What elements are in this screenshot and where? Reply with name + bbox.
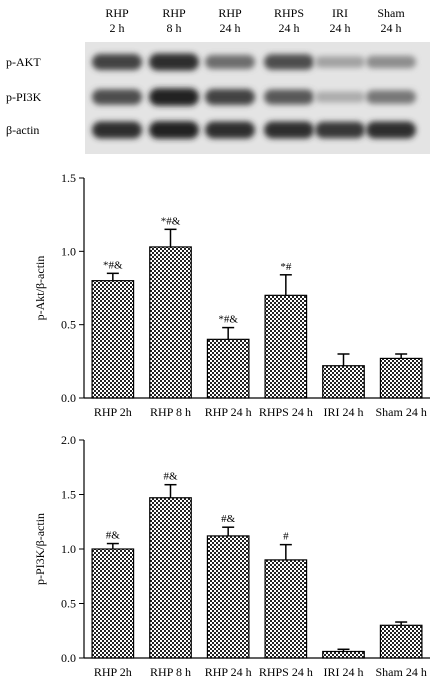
blot-lane-label-line2: 2 h [110, 21, 125, 35]
y-tick-label: 1.0 [61, 244, 76, 258]
blot-band [315, 56, 365, 68]
blot-lane-label-line1: Sham [377, 6, 405, 20]
y-tick-label: 1.5 [61, 488, 76, 502]
blot-band [149, 88, 199, 106]
blot-band [205, 121, 255, 139]
blot-lane-label-line2: 24 h [220, 21, 241, 35]
y-axis-label: p-PI3K/β-actin [33, 513, 47, 585]
significance-label: #& [163, 471, 178, 483]
bar [206, 535, 250, 659]
significance-label: *# [280, 261, 292, 273]
significance-label: #& [221, 513, 236, 525]
bar [322, 650, 365, 659]
blot-lane-label-line1: IRI [332, 6, 348, 20]
blot-band [92, 89, 142, 105]
x-tick-label: Sham 24 h [375, 665, 426, 679]
y-tick-label: 1.0 [61, 542, 76, 556]
x-tick-label: IRI 24 h [324, 665, 364, 679]
p-akt-bar-chart: 0.0 0.5 1.0 1.5 p-Akt/β-actin *#& RHP 2h *#& RHP… [33, 171, 430, 419]
y-tick-label: 2.0 [61, 433, 76, 447]
x-tick-label: RHP 24 h [205, 665, 252, 679]
x-tick-label: RHPS 24 h [259, 665, 313, 679]
blot-band [315, 121, 365, 139]
bar [379, 624, 423, 659]
blot-band [315, 91, 365, 103]
x-tick-label: Sham 24 h [375, 405, 426, 419]
bar [379, 357, 423, 399]
bar [206, 338, 250, 399]
bar [322, 365, 365, 399]
y-tick-label: 0.0 [61, 391, 76, 405]
x-tick-label: RHP 24 h [205, 405, 252, 419]
bar [91, 548, 135, 659]
y-tick-label: 0.5 [61, 597, 76, 611]
blot-band [205, 55, 255, 69]
y-tick-label: 0.5 [61, 318, 76, 332]
blot-band [205, 89, 255, 105]
blot-lane-label-line1: RHP [105, 6, 129, 20]
bar [264, 294, 308, 399]
x-tick-label: RHP 8 h [150, 665, 191, 679]
y-axis-label: p-Akt/β-actin [33, 256, 47, 321]
blot-lane-label-line2: 24 h [279, 21, 300, 35]
blot-band [366, 121, 416, 139]
x-tick-label: RHP 8 h [150, 405, 191, 419]
blot-row-label: p-PI3K [6, 90, 42, 104]
significance-label: *#& [161, 215, 181, 227]
p-pi3k-bar-chart: 0.0 0.5 1.0 1.5 2.0 p-PI3K/β-actin #& RHP 2h #& R… [33, 433, 430, 679]
blot-lane-label-line2: 24 h [330, 21, 351, 35]
blot-band [149, 53, 199, 71]
blot-band [149, 121, 199, 139]
bar [91, 280, 135, 399]
blot-lane-label-line1: RHP [162, 6, 186, 20]
blot-row-label: β-actin [6, 123, 39, 137]
x-tick-label: RHP 2h [94, 405, 132, 419]
x-tick-label: IRI 24 h [324, 405, 364, 419]
blot-band [92, 121, 142, 139]
significance-label: *#& [103, 259, 123, 271]
x-tick-label: RHPS 24 h [259, 405, 313, 419]
bar [149, 497, 192, 659]
blot-band [366, 90, 416, 104]
blot-band [264, 121, 314, 139]
bar [149, 246, 192, 399]
x-tick-label: RHP 2h [94, 665, 132, 679]
blot-lane-label-line1: RHP [218, 6, 242, 20]
bar [264, 559, 308, 659]
blot-band [264, 54, 314, 70]
significance-label: #& [106, 530, 121, 542]
significance-label: # [283, 531, 289, 543]
y-tick-label: 0.0 [61, 651, 76, 665]
blot-band [264, 89, 314, 105]
blot-row-label: p-AKT [6, 55, 41, 69]
blot-lane-label-line2: 24 h [381, 21, 402, 35]
y-tick-label: 1.5 [61, 171, 76, 185]
blot-band [366, 55, 416, 69]
significance-label: *#& [218, 314, 238, 326]
blot-band [92, 54, 142, 70]
blot-lane-label-line1: RHPS [274, 6, 304, 20]
blot-lane-label-line2: 8 h [167, 21, 182, 35]
